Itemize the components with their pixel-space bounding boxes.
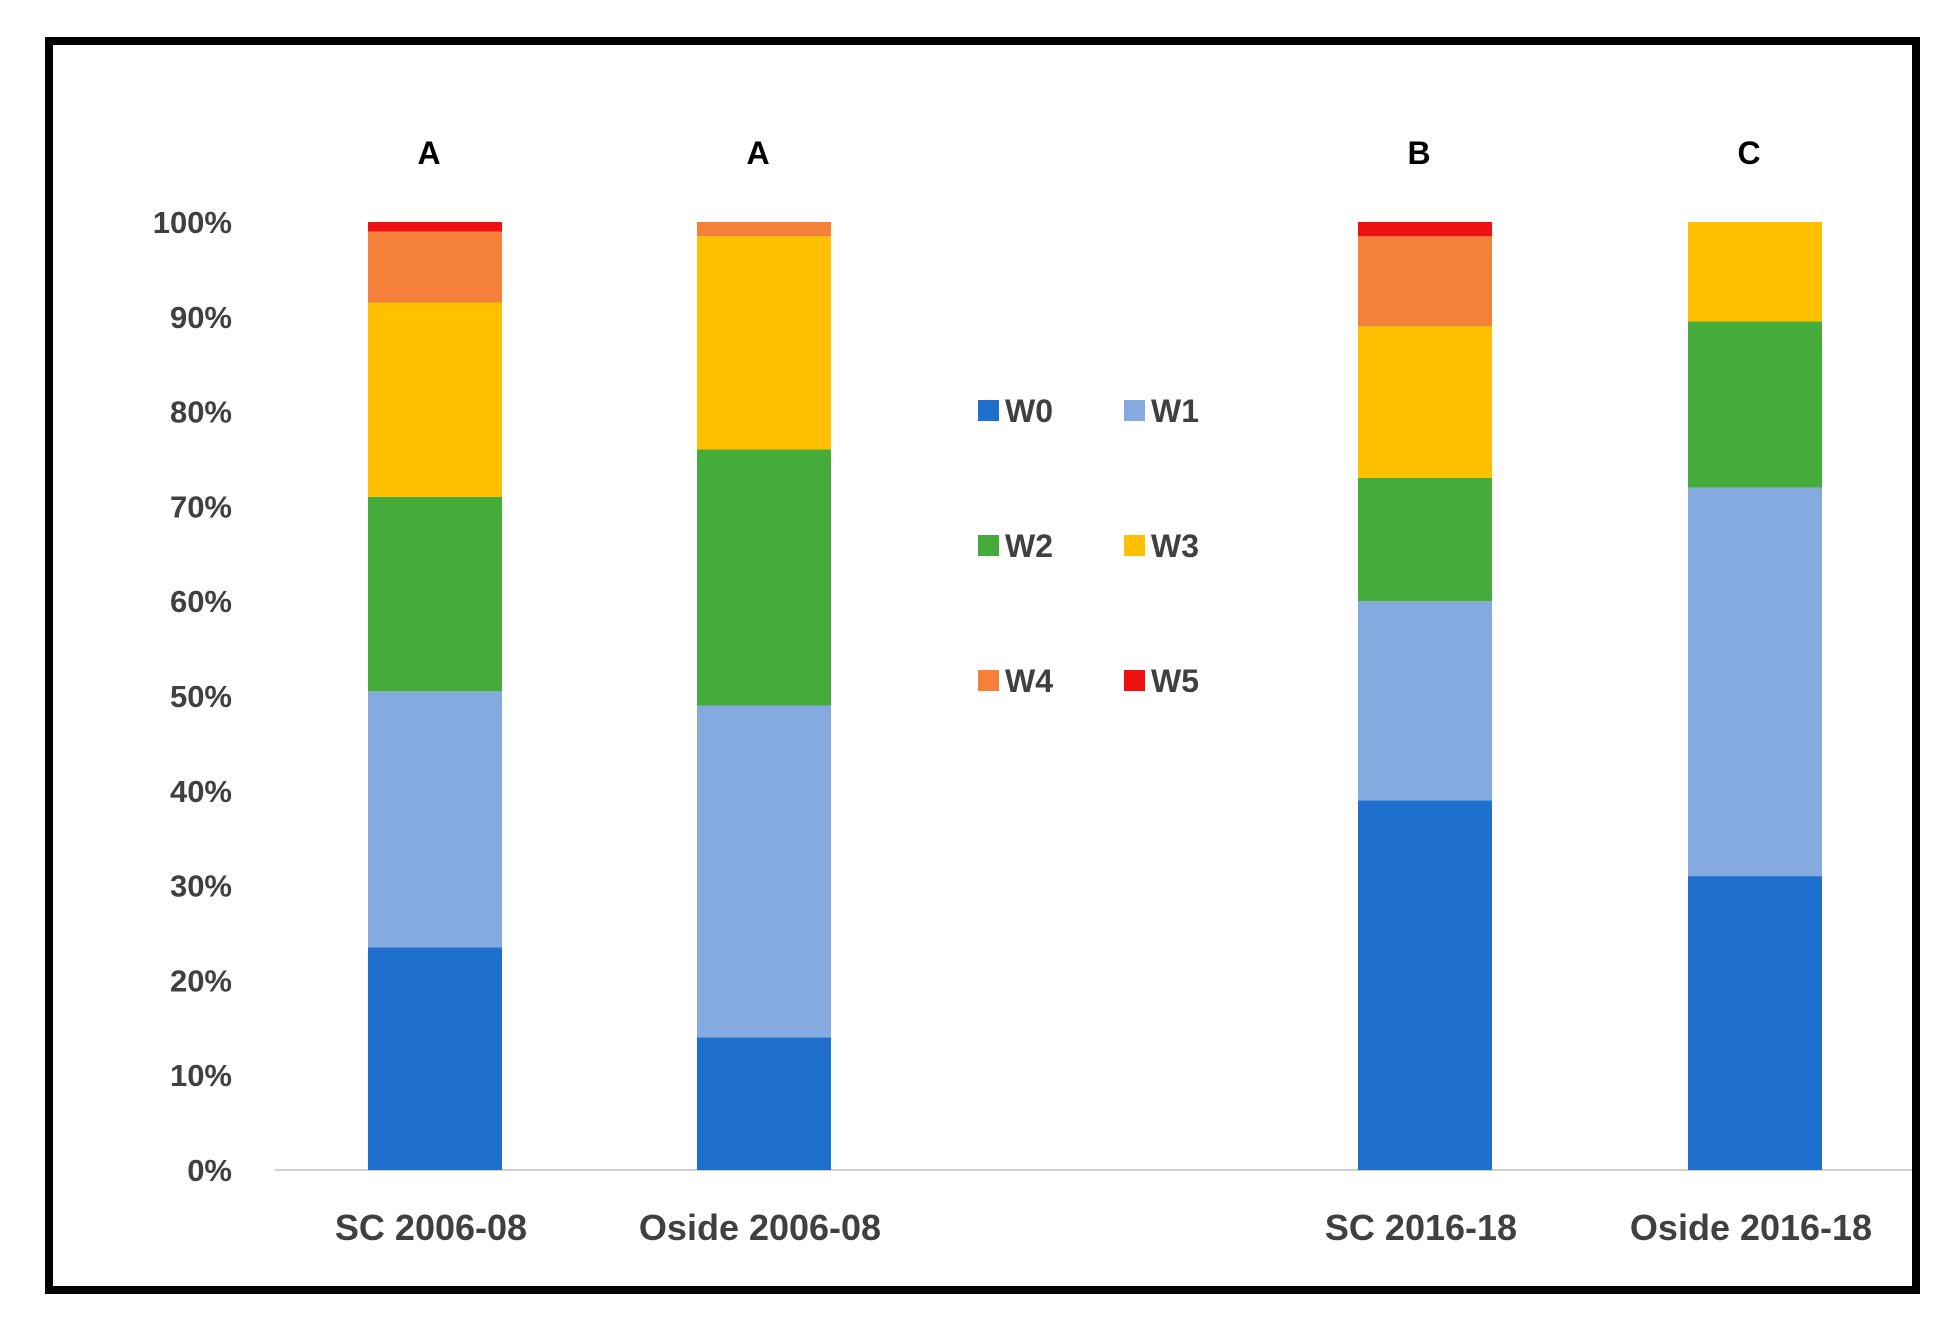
y-tick-label: 50% [170, 679, 232, 714]
x-axis: SC 2006-08 Oside 2006-08 SC 2016-18 Oside 2… [335, 1207, 1872, 1248]
bar-segment-w0 [368, 947, 502, 1170]
bar-segment-w5 [1358, 222, 1492, 237]
legend-swatch-w5 [1124, 670, 1145, 691]
bar-segment-w1 [368, 691, 502, 948]
y-tick-label: 100% [153, 205, 232, 240]
bars [368, 222, 1822, 1170]
y-axis: 0% 10% 20% 30% 40% 50% 60% 70% 80% 90% 100% [153, 205, 232, 1188]
bar-segment-w3 [1358, 326, 1492, 478]
bar-segment-w0 [1688, 876, 1822, 1170]
bar-segment-w3 [1688, 222, 1822, 322]
x-tick-label: SC 2016-18 [1325, 1207, 1517, 1248]
bar-segment-w4 [697, 222, 831, 237]
legend-swatch-w4 [978, 670, 999, 691]
significance-letter: A [746, 135, 769, 171]
bar-segment-w4 [1358, 236, 1492, 327]
x-tick-label: SC 2006-08 [335, 1207, 527, 1248]
bar-segment-w1 [697, 705, 831, 1038]
bar-segment-w2 [697, 449, 831, 706]
bar-segment-w0 [1358, 800, 1492, 1170]
y-tick-label: 70% [170, 489, 232, 524]
legend-swatch-w2 [978, 535, 999, 556]
legend-label-w1: W1 [1151, 393, 1199, 429]
y-tick-label: 80% [170, 395, 232, 430]
x-tick-label: Oside 2006-08 [639, 1207, 881, 1248]
legend-label-w5: W5 [1151, 663, 1199, 699]
bar-segment-w2 [1688, 321, 1822, 488]
legend-swatch-w1 [1124, 400, 1145, 421]
bar-segment-w3 [368, 302, 502, 497]
bar-segment-w3 [697, 236, 831, 450]
y-tick-label: 60% [170, 584, 232, 619]
y-tick-label: 90% [170, 300, 232, 335]
legend-label-w4: W4 [1005, 663, 1053, 699]
chart-frame [45, 37, 1920, 1294]
bar-segment-w1 [1688, 487, 1822, 877]
bar-segment-w2 [1358, 477, 1492, 602]
bar-segment-w4 [368, 231, 502, 303]
y-tick-label: 30% [170, 869, 232, 904]
bar-segment-w5 [368, 222, 502, 232]
legend-label-w3: W3 [1151, 528, 1199, 564]
y-tick-label: 20% [170, 963, 232, 998]
y-tick-label: 10% [170, 1058, 232, 1093]
y-tick-label: 0% [187, 1153, 232, 1188]
y-tick-label: 40% [170, 774, 232, 809]
significance-letter: C [1737, 135, 1760, 171]
legend-label-w2: W2 [1005, 528, 1053, 564]
significance-letter: B [1407, 135, 1430, 171]
legend-swatch-w3 [1124, 535, 1145, 556]
bar-segment-w1 [1358, 601, 1492, 801]
legend-label-w0: W0 [1005, 393, 1053, 429]
significance-letter: A [417, 135, 440, 171]
legend-swatch-w0 [978, 400, 999, 421]
x-tick-label: Oside 2016-18 [1630, 1207, 1872, 1248]
bar-segment-w2 [368, 496, 502, 692]
legend: W0 W1 W2 W3 W4 W5 [978, 393, 1199, 699]
bar-segment-w0 [697, 1037, 831, 1170]
